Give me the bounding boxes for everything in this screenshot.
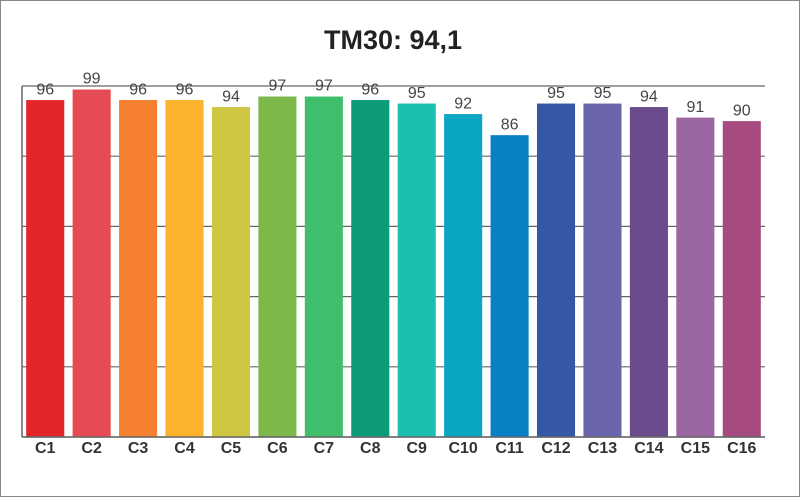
x-tick-label: C9 [406,440,427,457]
data-label: 90 [733,102,751,119]
bar [211,107,251,437]
x-tick-label: C1 [35,440,56,457]
bar [536,103,576,438]
x-tick-label: C2 [81,440,102,457]
data-label: 94 [640,88,658,105]
x-tick-label: C5 [221,440,242,457]
x-tick-label: C15 [681,440,710,457]
data-label: 95 [547,85,565,102]
x-tick-label: C16 [727,440,756,457]
bar [722,121,761,437]
bar [629,107,668,437]
data-label: 97 [315,78,333,95]
bar [397,103,436,438]
x-tick-label: C7 [314,440,335,457]
data-label: 97 [269,78,287,95]
x-tick-label: C14 [634,440,663,457]
x-tick-label: C10 [448,440,477,457]
data-label: 92 [454,95,472,112]
bar [583,103,622,438]
bar [26,100,65,437]
x-tick-label: C12 [541,440,570,457]
chart-title: TM30: 94,1 [324,25,462,55]
data-label: 86 [501,116,519,133]
x-tick-label: C6 [267,440,288,457]
bar [165,100,204,437]
bar [444,114,483,437]
x-tick-label: C11 [495,440,524,457]
data-label: 95 [594,85,612,102]
data-label: 95 [408,85,426,102]
x-tick-label: C3 [128,440,149,457]
x-tick-label: C4 [174,440,195,457]
x-tick-label: C8 [360,440,381,457]
data-label: 96 [129,81,147,98]
bar [676,117,715,437]
data-label: 96 [176,81,194,98]
bar [490,135,529,437]
bar [351,100,390,437]
x-tick-label: C13 [588,440,617,457]
data-label: 96 [361,81,379,98]
bar [258,96,297,437]
bar [119,100,158,437]
bar [304,96,343,437]
data-label: 96 [36,81,54,98]
bar [72,89,111,437]
data-label: 91 [686,99,704,116]
data-label: 99 [83,71,101,88]
data-label: 94 [222,88,240,105]
